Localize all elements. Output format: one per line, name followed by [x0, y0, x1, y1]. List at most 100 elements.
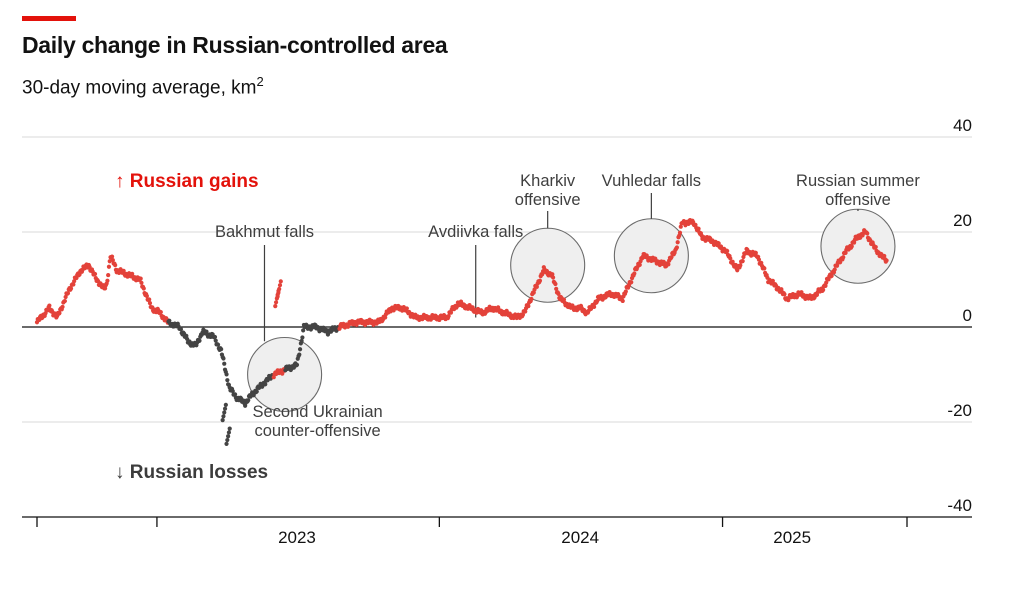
data-point [677, 230, 683, 235]
y-tick-label: 20 [953, 211, 972, 230]
x-year-label: 2024 [561, 528, 599, 547]
data-point [554, 286, 559, 291]
data-point [531, 290, 536, 295]
data-point [224, 441, 229, 446]
data-point [728, 256, 733, 261]
annotation-label: Vuhledar falls [602, 172, 701, 190]
data-point [138, 276, 143, 281]
data-point [849, 244, 854, 249]
data-point [221, 356, 226, 361]
data-point [301, 328, 306, 333]
data-point [882, 253, 887, 259]
data-point [826, 277, 831, 282]
data-point [824, 280, 829, 285]
chart-subtitle: 30-day moving average, km2 [22, 74, 264, 99]
data-point [669, 255, 674, 260]
data-point [738, 263, 743, 268]
data-point [753, 250, 758, 255]
data-point [832, 267, 837, 272]
data-point [62, 298, 67, 304]
x-axis: 2023 2024 2025 [22, 516, 972, 547]
annotation-label: Avdiivka falls [428, 223, 523, 241]
highlight-circle [247, 336, 323, 413]
data-point [105, 278, 110, 283]
data-point [556, 291, 561, 296]
data-point [77, 272, 82, 277]
data-point [158, 309, 163, 315]
data-point [232, 392, 238, 397]
data-point [299, 338, 304, 344]
data-point [838, 260, 843, 265]
chart-title: Daily change in Russian-controlled area [22, 32, 448, 58]
data-point [446, 314, 451, 319]
data-point [300, 335, 305, 340]
data-point [139, 280, 144, 285]
data-point [226, 434, 231, 439]
data-point [121, 268, 126, 273]
data-point [65, 291, 71, 296]
data-point [873, 244, 878, 250]
data-point [106, 272, 111, 278]
data-point [823, 283, 828, 288]
grid-lines: 40 20 0 -20 -40 [22, 116, 972, 515]
data-point [60, 304, 65, 310]
data-point [278, 279, 283, 284]
y-tick-label: -40 [947, 496, 972, 515]
data-point [740, 258, 745, 264]
russian-losses-label: ↓ Russian losses [115, 462, 268, 483]
data-point [213, 338, 218, 343]
x-year-label: 2025 [773, 528, 811, 547]
data-point [843, 250, 848, 255]
data-point [762, 266, 767, 271]
data-point [178, 327, 184, 332]
data-point [550, 275, 556, 280]
data-point [537, 278, 543, 283]
data-point [550, 272, 555, 277]
data-point [756, 257, 762, 262]
data-point [834, 263, 840, 268]
data-point [799, 290, 804, 295]
data-point [297, 352, 302, 357]
annotation-label: Bakhmut falls [215, 223, 314, 241]
data-point [222, 410, 227, 415]
data-point [276, 290, 281, 295]
data-point [529, 296, 534, 302]
data-point [110, 257, 115, 263]
russian-gains-label: ↑ Russian gains [115, 171, 259, 192]
annotation-label: Kharkiv [520, 172, 576, 190]
data-point [725, 248, 730, 254]
data-point [821, 287, 826, 293]
data-point [829, 273, 834, 278]
data-point [113, 263, 118, 268]
data-point [273, 304, 278, 309]
data-point [297, 347, 303, 352]
data-point [741, 254, 746, 260]
data-point [448, 310, 454, 315]
data-point [227, 426, 232, 431]
data-point [215, 342, 221, 347]
data-point [246, 398, 251, 403]
data-point [553, 281, 558, 287]
data-point [197, 338, 202, 343]
data-point [294, 362, 300, 368]
data-point [225, 437, 230, 443]
annotation-label: Second Ukrainian [252, 403, 382, 421]
data-point [219, 347, 224, 352]
data-point [222, 361, 227, 366]
data-point [623, 289, 628, 294]
data-point [404, 306, 409, 311]
data-point [735, 268, 740, 273]
data-point [223, 402, 228, 407]
data-point [92, 271, 98, 277]
data-point [520, 312, 526, 317]
data-point [782, 292, 787, 297]
data-point [696, 226, 701, 231]
data-point [102, 286, 108, 291]
data-point [263, 382, 268, 387]
data-point [534, 284, 539, 289]
data-point [841, 255, 846, 260]
data-point [147, 301, 153, 306]
data-point [620, 298, 625, 304]
data-point [225, 378, 230, 383]
